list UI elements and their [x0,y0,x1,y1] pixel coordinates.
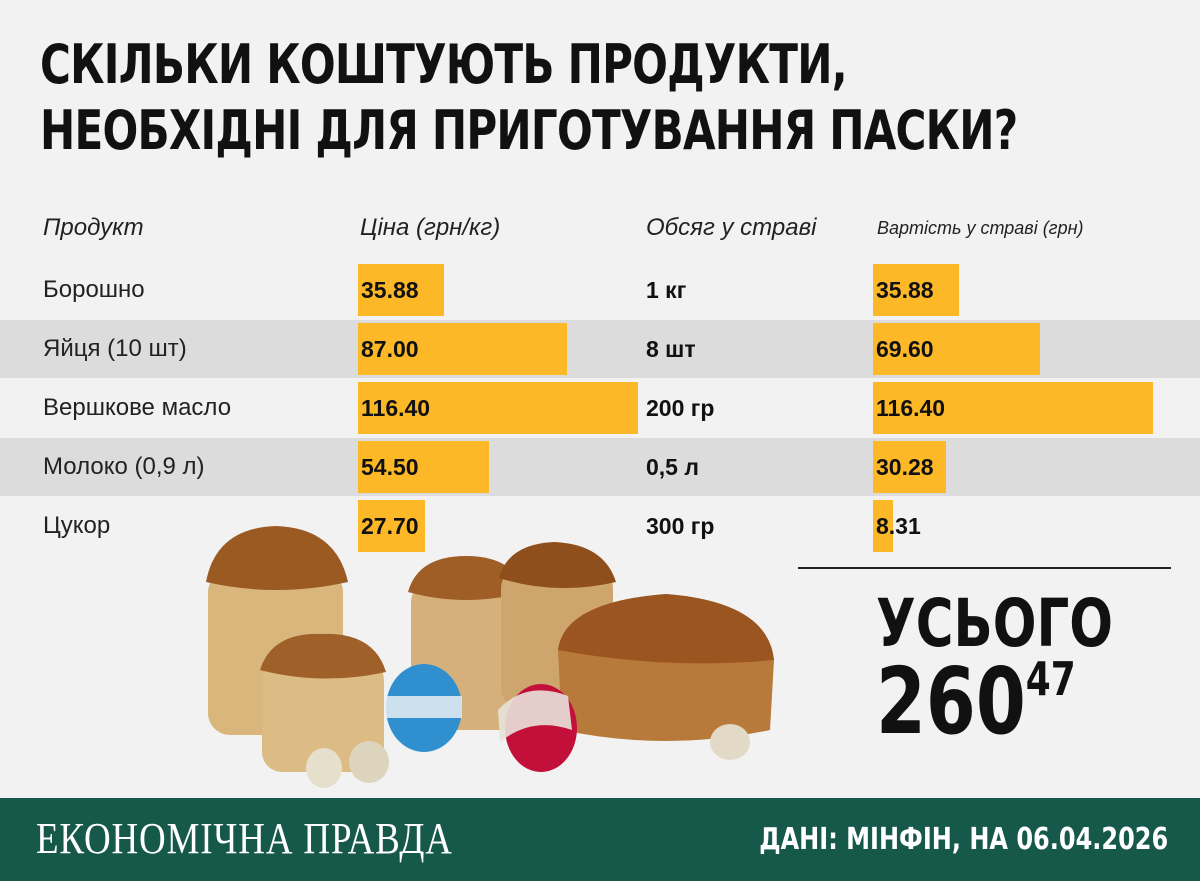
total-label: УСЬОГО [876,585,1114,662]
easter-bread-small [260,633,386,772]
volume-label: 0,5 л [646,454,699,480]
header-price: Ціна (грн/кг) [360,214,501,241]
data-source: ДАНІ: МІНФІН, НА 06.04.2026 [759,822,1168,857]
red-egg [498,684,577,772]
table-row: Вершкове масло 116.40 200 гр 116.40 [0,379,1200,437]
cost-label: 116.40 [876,395,946,421]
easter-bread-photo [206,526,774,788]
total-divider [798,567,1171,569]
volume-label: 1 кг [646,277,687,303]
total-fraction: 47 [1025,652,1076,706]
price-label: 27.70 [361,513,419,539]
cost-label: 35.88 [876,277,934,303]
total-value: 26047 [876,652,1076,767]
price-label: 35.88 [361,277,419,303]
header-volume: Обсяг у страві [646,214,817,241]
product-name: Молоко (0,9 л) [43,453,205,480]
volume-label: 300 гр [646,513,715,539]
title-line-1: СКІЛЬКИ КОШТУЮТЬ ПРОДУКТИ, [40,33,848,96]
cost-bar [873,382,1153,434]
easter-bread-large [558,594,774,741]
quail-egg-2 [349,741,389,783]
price-label: 87.00 [361,336,419,362]
quail-egg-1 [306,748,342,788]
cost-bar [873,323,1040,375]
product-name: Яйця (10 шт) [43,335,187,362]
cost-label: 30.28 [876,454,934,480]
cost-label: 69.60 [876,336,934,362]
table-row: Борошно 35.88 1 кг 35.88 [0,261,1200,319]
total-whole: 260 [876,648,1026,755]
volume-label: 8 шт [646,336,696,362]
footer: ЕКОНОМІЧНА ПРАВДА ДАНІ: МІНФІН, НА 06.04… [0,798,1200,881]
cost-bar [873,264,959,316]
table-row: Цукор 27.70 300 гр 8.31 [0,497,1200,555]
page-title: СКІЛЬКИ КОШТУЮТЬ ПРОДУКТИ, НЕОБХІДНІ ДЛЯ… [40,32,1018,164]
cost-label: 8.31 [876,513,921,539]
price-bar [358,500,425,552]
title-line-2: НЕОБХІДНІ ДЛЯ ПРИГОТУВАННЯ ПАСКИ? [40,99,1018,162]
product-name: Цукор [43,512,111,539]
table-row: Молоко (0,9 л) 54.50 0,5 л 30.28 [0,438,1200,496]
brand-logo: ЕКОНОМІЧНА ПРАВДА [36,814,453,863]
volume-label: 200 гр [646,395,715,421]
price-label: 116.40 [361,395,431,421]
price-label: 54.50 [361,454,419,480]
blue-egg [386,664,462,752]
product-name: Борошно [43,276,145,303]
price-bar [358,264,444,316]
price-bar [358,441,489,493]
header-product: Продукт [43,214,144,241]
price-bar [358,323,567,375]
cost-bar [873,500,893,552]
quail-egg-3 [710,724,750,760]
product-name: Вершкове масло [43,394,232,421]
price-bar [358,382,638,434]
table-row: Яйця (10 шт) 87.00 8 шт 69.60 [0,320,1200,378]
cost-bar [873,441,946,493]
header-cost: Вартість у страві (грн) [877,218,1084,238]
